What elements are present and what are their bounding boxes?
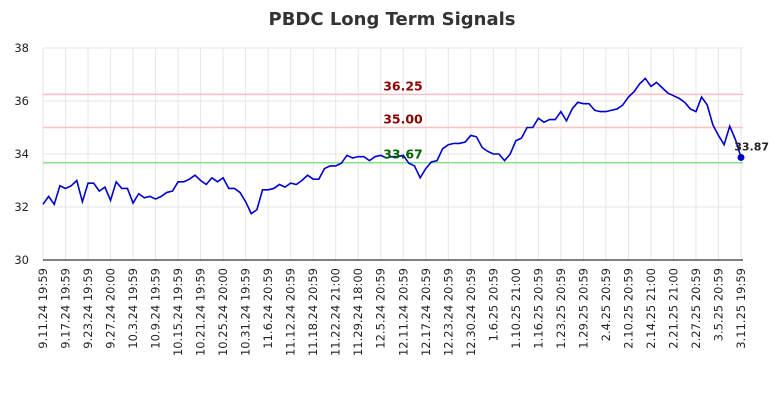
x-tick-label: 3.5.25 20:59	[711, 268, 725, 341]
x-tick-label: 10.3.24 19:59	[126, 268, 140, 349]
y-tick-label: 32	[14, 200, 29, 214]
x-tick-label: 3.11.25 19:59	[734, 268, 748, 349]
x-tick-label: 1.16.25 20:59	[531, 268, 545, 349]
x-tick-label: 10.9.24 19:59	[149, 268, 163, 349]
x-tick-label: 2.21.25 21:00	[666, 268, 680, 349]
y-tick-label: 36	[14, 94, 29, 108]
x-tick-label: 10.15.24 19:59	[171, 268, 185, 356]
x-tick-label: 9.23.24 19:59	[81, 268, 95, 349]
x-tick-label: 1.23.25 20:59	[554, 268, 568, 349]
x-tick-label: 10.21.24 19:59	[194, 268, 208, 356]
x-tick-label: 11.6.24 20:59	[261, 268, 275, 349]
reference-label: 36.25	[383, 78, 423, 93]
x-tick-label: 11.18.24 20:59	[306, 268, 320, 356]
reference-label: 33.67	[383, 147, 423, 162]
x-tick-label: 11.12.24 20:59	[284, 268, 298, 356]
x-tick-label: 11.22.24 21:00	[329, 268, 343, 356]
y-tick-label: 38	[14, 41, 29, 55]
x-tick-label: 10.25.24 20:00	[216, 268, 230, 356]
x-tick-label: 9.17.24 19:59	[59, 268, 73, 349]
y-tick-label: 30	[14, 253, 29, 267]
x-tick-label: 2.4.25 20:59	[599, 268, 613, 341]
x-tick-label: 10.31.24 19:59	[239, 268, 253, 356]
x-tick-label: 1.29.25 20:59	[576, 268, 590, 349]
x-tick-label: 2.27.25 20:59	[689, 268, 703, 349]
chart-title: PBDC Long Term Signals	[269, 9, 516, 30]
x-tick-label: 1.10.25 21:00	[509, 268, 523, 349]
line	[42, 77, 742, 215]
x-tick-label: 2.14.25 21:00	[644, 268, 658, 349]
x-tick-label: 12.17.24 20:59	[419, 268, 433, 356]
x-tick-label: 12.5.24 20:59	[374, 268, 388, 349]
last-point	[737, 153, 745, 161]
x-tick-label: 1.6.25 20:59	[486, 268, 500, 341]
x-tick-label: 9.11.24 19:59	[36, 268, 50, 349]
x-tick-label: 9.27.24 20:00	[104, 268, 118, 349]
x-tick-label: 2.10.25 20:59	[621, 268, 635, 349]
x-tick-label: 12.23.24 20:59	[441, 268, 455, 356]
x-tick-label: 12.30.24 20:59	[464, 268, 478, 356]
y-tick-label: 34	[14, 147, 29, 161]
x-tick-label: 11.29.24 18:00	[351, 268, 365, 356]
reference-label: 35.00	[383, 112, 423, 127]
last-value-label: 33.87	[734, 140, 769, 153]
x-tick-label: 12.11.24 20:59	[396, 268, 410, 356]
